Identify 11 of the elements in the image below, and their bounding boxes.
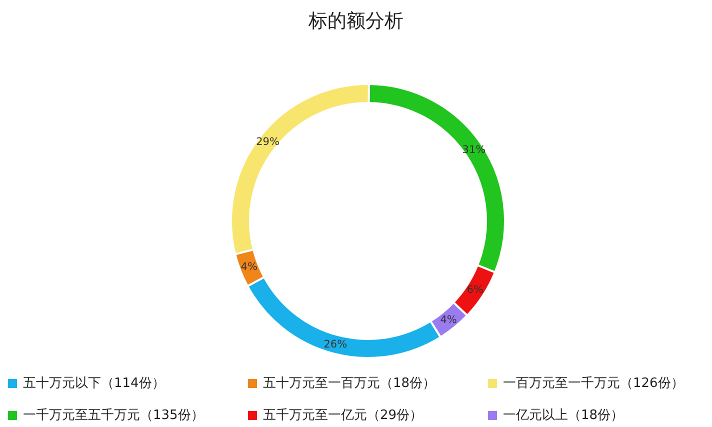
legend-label: 一百万元至一千万元（126份） bbox=[503, 375, 684, 392]
data-label: 4% bbox=[440, 314, 457, 326]
legend-label: 五十万元至一百万元（18份） bbox=[263, 375, 436, 392]
legend-label: 一亿元以上（18份） bbox=[503, 407, 624, 424]
legend-label: 五十万元以下（114份） bbox=[23, 375, 165, 392]
chart-title: 标的额分析 bbox=[308, 9, 404, 34]
legend-label: 一千万元至五千万元（135份） bbox=[23, 407, 204, 424]
data-label: 6% bbox=[466, 284, 484, 296]
data-label: 26% bbox=[324, 338, 348, 350]
data-label: 4% bbox=[240, 261, 258, 274]
legend-label: 五千万元至一亿元（29份） bbox=[263, 407, 423, 424]
